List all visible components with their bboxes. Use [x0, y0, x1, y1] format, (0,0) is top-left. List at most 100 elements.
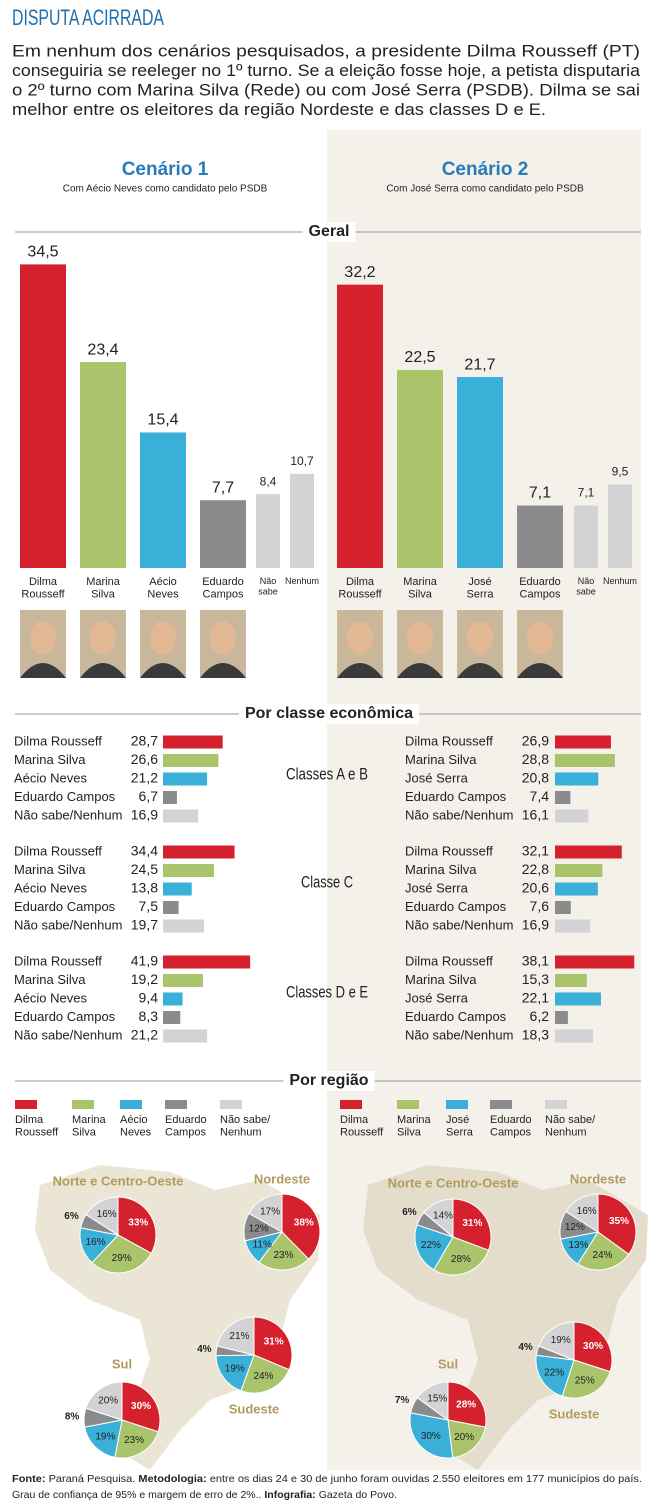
class-value-label: 22,1	[522, 990, 549, 1006]
pie-slice	[576, 1231, 630, 1271]
scenario-name: Cenário 1	[122, 159, 209, 180]
footer-part: Grau de confiança de 95% e margem de err…	[12, 1489, 264, 1501]
class-category: Dilma Rousseff	[14, 733, 102, 748]
pie-value-label: 19%	[551, 1335, 571, 1346]
class-category: Dilma Rousseff	[14, 953, 102, 968]
class-bar	[163, 845, 235, 859]
class-category: Dilma Rousseff	[405, 733, 493, 748]
pie-value-label: 19%	[95, 1431, 115, 1442]
class-bar	[163, 754, 219, 767]
class-bar	[555, 901, 571, 914]
bar-category: Nenhum	[603, 576, 637, 586]
bar-category: Marina Silva	[86, 576, 121, 601]
footer-part: Fonte:	[12, 1473, 49, 1485]
photo-face	[467, 621, 493, 655]
legend-swatch	[15, 1100, 37, 1109]
class-bar	[163, 1011, 181, 1024]
photo-face	[30, 621, 56, 655]
bar	[20, 264, 66, 568]
class-category: Eduardo Campos	[405, 899, 507, 914]
bar-category: Aécio Neves	[147, 576, 179, 601]
pie-value-label: 19%	[225, 1363, 245, 1374]
class-bar	[555, 864, 603, 877]
class-category: Não sabe/Nenhum	[405, 917, 513, 932]
class-category: Eduardo Campos	[405, 1009, 507, 1024]
region-name: Sudeste	[229, 1401, 280, 1416]
class-bar	[555, 845, 622, 859]
legend-label: Marina Silva	[397, 1114, 432, 1139]
bar-value-label: 8,4	[260, 474, 277, 488]
footer-line: Grau de confiança de 95% e margem de err…	[12, 1489, 397, 1501]
class-category: Dilma Rousseff	[405, 843, 493, 858]
class-value-label: 19,2	[131, 971, 158, 987]
class-category: Marina Silva	[405, 752, 477, 767]
pie-slice	[91, 1234, 152, 1274]
class-category: Aécio Neves	[14, 770, 87, 785]
class-bar	[163, 992, 183, 1006]
bar	[608, 484, 632, 568]
legend-label: Dilma Rousseff	[15, 1114, 59, 1139]
class-value-label: 8,3	[139, 1008, 159, 1024]
class-bar	[163, 919, 204, 933]
class-value-label: 16,9	[131, 807, 158, 823]
footer-part: Infografia:	[264, 1489, 318, 1501]
scenario-subtitle: Com José Serra como candidato pelo PSDB	[386, 184, 584, 195]
photo-body	[80, 663, 126, 678]
pie-slice	[409, 1412, 454, 1459]
scenario-subtitle: Com Aécio Neves como candidato pelo PSDB	[63, 184, 268, 195]
legend-swatch	[72, 1100, 94, 1109]
class-value-label: 34,4	[131, 843, 158, 859]
photo-face	[527, 621, 553, 655]
intro-line: o 2º turno com Marina Silva (Rede) ou co…	[12, 81, 640, 99]
class-category: Marina Silva	[405, 862, 477, 877]
legend-swatch	[397, 1100, 419, 1109]
legend-label: Eduardo Campos	[490, 1114, 532, 1139]
pie-slice	[281, 1193, 321, 1260]
section-label-bg	[302, 222, 356, 242]
class-category: Não sabe/Nenhum	[14, 1027, 122, 1042]
pie-slice	[423, 1198, 454, 1239]
bar-value-label: 7,1	[529, 485, 551, 502]
section-label-bg	[238, 704, 420, 724]
legend-swatch	[545, 1100, 567, 1109]
class-value-label: 26,9	[522, 733, 549, 749]
class-bar	[555, 919, 591, 933]
pie-slice	[447, 1419, 486, 1459]
pie-value-label: 4%	[197, 1344, 212, 1355]
pie-value-label: 20%	[98, 1396, 118, 1407]
pie-value-label: 35%	[609, 1216, 629, 1227]
class-bar	[163, 735, 223, 749]
class-bar	[555, 992, 601, 1006]
pie-value-label: 6%	[64, 1211, 79, 1222]
candidate-photo	[80, 610, 126, 678]
class-category: Eduardo Campos	[14, 789, 116, 804]
section-label: Por classe econômica	[245, 705, 413, 722]
pie-value-label: 4%	[518, 1342, 533, 1353]
class-value-label: 16,9	[522, 917, 549, 933]
legend-label: Não sabe/Nenhum	[545, 1114, 596, 1139]
pie-value-label: 13%	[569, 1240, 589, 1251]
pie-slice	[240, 1354, 290, 1394]
pie-value-label: 24%	[592, 1250, 612, 1261]
class-category: Aécio Neves	[14, 990, 87, 1005]
candidate-photo	[337, 610, 383, 678]
class-category: Não sabe/Nenhum	[405, 1027, 513, 1042]
pie-slice	[565, 1193, 599, 1233]
pie-slice	[85, 1196, 119, 1236]
photo-body	[457, 663, 503, 678]
pie-slice	[447, 1381, 487, 1428]
class-category: José Serra	[405, 770, 469, 785]
candidate-photo	[140, 610, 186, 678]
class-value-label: 18,3	[522, 1027, 549, 1043]
photo-body	[200, 663, 246, 678]
legend-swatch	[490, 1100, 512, 1109]
intro-line: conseguiria se reeleger no 1º turno. Se …	[12, 62, 641, 80]
pie-value-label: 16%	[86, 1237, 106, 1248]
class-value-label: 21,2	[131, 1027, 158, 1043]
photo-face	[347, 621, 373, 655]
footer-part: Metodologia:	[138, 1473, 209, 1485]
legend-label: José Serra	[446, 1114, 474, 1139]
class-bar	[163, 901, 179, 914]
bar-value-label: 22,5	[404, 349, 435, 366]
legend-label: Eduardo Campos	[165, 1114, 207, 1139]
